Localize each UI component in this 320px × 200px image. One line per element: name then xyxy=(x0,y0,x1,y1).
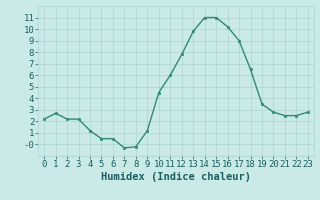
X-axis label: Humidex (Indice chaleur): Humidex (Indice chaleur) xyxy=(101,172,251,182)
